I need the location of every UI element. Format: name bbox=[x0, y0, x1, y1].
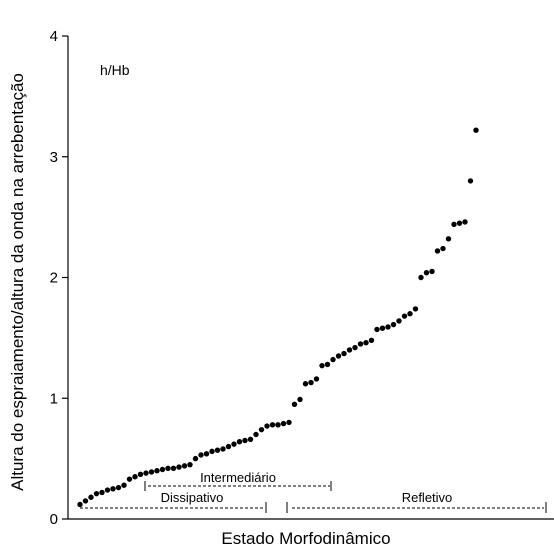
data-point bbox=[220, 446, 226, 452]
y-tick-label: 1 bbox=[50, 390, 58, 407]
x-axis-title: Estado Morfodinâmico bbox=[221, 529, 390, 547]
data-point bbox=[170, 465, 177, 471]
data-point bbox=[445, 236, 452, 242]
data-point bbox=[286, 419, 292, 426]
data-point bbox=[390, 321, 397, 328]
data-point bbox=[264, 423, 270, 429]
data-point bbox=[291, 401, 298, 407]
data-point bbox=[352, 344, 358, 351]
data-point bbox=[418, 274, 424, 281]
data-point bbox=[77, 501, 83, 508]
data-point bbox=[330, 356, 336, 363]
data-point bbox=[368, 337, 375, 343]
data-point bbox=[121, 482, 127, 488]
y-tick-label: 2 bbox=[50, 270, 58, 287]
y-axis-title: Altura do espraiamento/altura da onda na… bbox=[8, 73, 27, 491]
data-point bbox=[258, 426, 265, 433]
data-point bbox=[154, 468, 160, 474]
data-point bbox=[148, 469, 155, 475]
data-point bbox=[374, 326, 380, 333]
annotation-brackets: Intermediário Dissipativo Refletivo bbox=[80, 470, 547, 513]
data-point bbox=[236, 439, 243, 445]
data-point bbox=[297, 396, 303, 403]
data-point bbox=[379, 325, 386, 331]
data-point bbox=[198, 452, 204, 458]
data-point bbox=[209, 448, 215, 455]
data-point bbox=[104, 487, 111, 493]
data-point bbox=[467, 178, 474, 184]
y-tick-label: 3 bbox=[50, 149, 58, 166]
y-ticks: 0 1 2 3 4 bbox=[50, 28, 68, 528]
data-point bbox=[82, 498, 89, 504]
data-point bbox=[440, 245, 446, 252]
data-point bbox=[225, 443, 232, 450]
data-point bbox=[253, 431, 259, 438]
data-point bbox=[132, 474, 138, 480]
data-point bbox=[181, 463, 188, 469]
data-point bbox=[341, 350, 347, 357]
data-point bbox=[275, 422, 281, 428]
data-point bbox=[429, 268, 435, 275]
data-point bbox=[407, 311, 413, 317]
data-point bbox=[346, 347, 353, 353]
data-point bbox=[165, 465, 171, 471]
reflective-label: Refletivo bbox=[402, 490, 453, 505]
data-point bbox=[242, 437, 248, 444]
data-point bbox=[335, 353, 342, 359]
data-point bbox=[176, 464, 182, 470]
data-point bbox=[412, 306, 419, 312]
y-tick-label: 0 bbox=[50, 511, 58, 528]
data-point bbox=[456, 220, 463, 226]
data-point bbox=[324, 361, 331, 368]
data-point bbox=[126, 476, 133, 482]
data-point bbox=[280, 420, 287, 427]
data-point bbox=[93, 490, 100, 497]
data-point bbox=[319, 362, 325, 369]
intermediate-label: Intermediário bbox=[200, 470, 276, 485]
data-point bbox=[214, 447, 221, 453]
data-point bbox=[302, 381, 309, 387]
data-point bbox=[159, 466, 166, 473]
dissipative-label: Dissipativo bbox=[161, 490, 224, 505]
data-point bbox=[137, 471, 144, 478]
data-point bbox=[313, 376, 320, 382]
data-point bbox=[357, 341, 364, 347]
data-point bbox=[308, 379, 314, 386]
data-point bbox=[462, 219, 468, 225]
data-point bbox=[88, 494, 94, 500]
data-point bbox=[363, 340, 369, 346]
data-point bbox=[385, 324, 391, 330]
legend-label: h/Hb bbox=[100, 62, 130, 78]
y-tick-label: 4 bbox=[50, 28, 58, 45]
data-point bbox=[396, 318, 402, 324]
data-points bbox=[77, 127, 479, 508]
data-point bbox=[451, 221, 457, 228]
data-point bbox=[187, 461, 193, 468]
data-point bbox=[115, 484, 122, 491]
data-point bbox=[231, 441, 237, 447]
data-point bbox=[434, 248, 441, 254]
data-point bbox=[247, 436, 254, 443]
data-point bbox=[203, 451, 210, 457]
data-point bbox=[423, 269, 430, 276]
data-point bbox=[473, 127, 479, 133]
data-point bbox=[143, 470, 149, 476]
data-point bbox=[269, 422, 276, 428]
data-point bbox=[401, 313, 408, 319]
data-point bbox=[110, 486, 116, 492]
data-point bbox=[99, 489, 105, 496]
data-point bbox=[192, 455, 199, 462]
